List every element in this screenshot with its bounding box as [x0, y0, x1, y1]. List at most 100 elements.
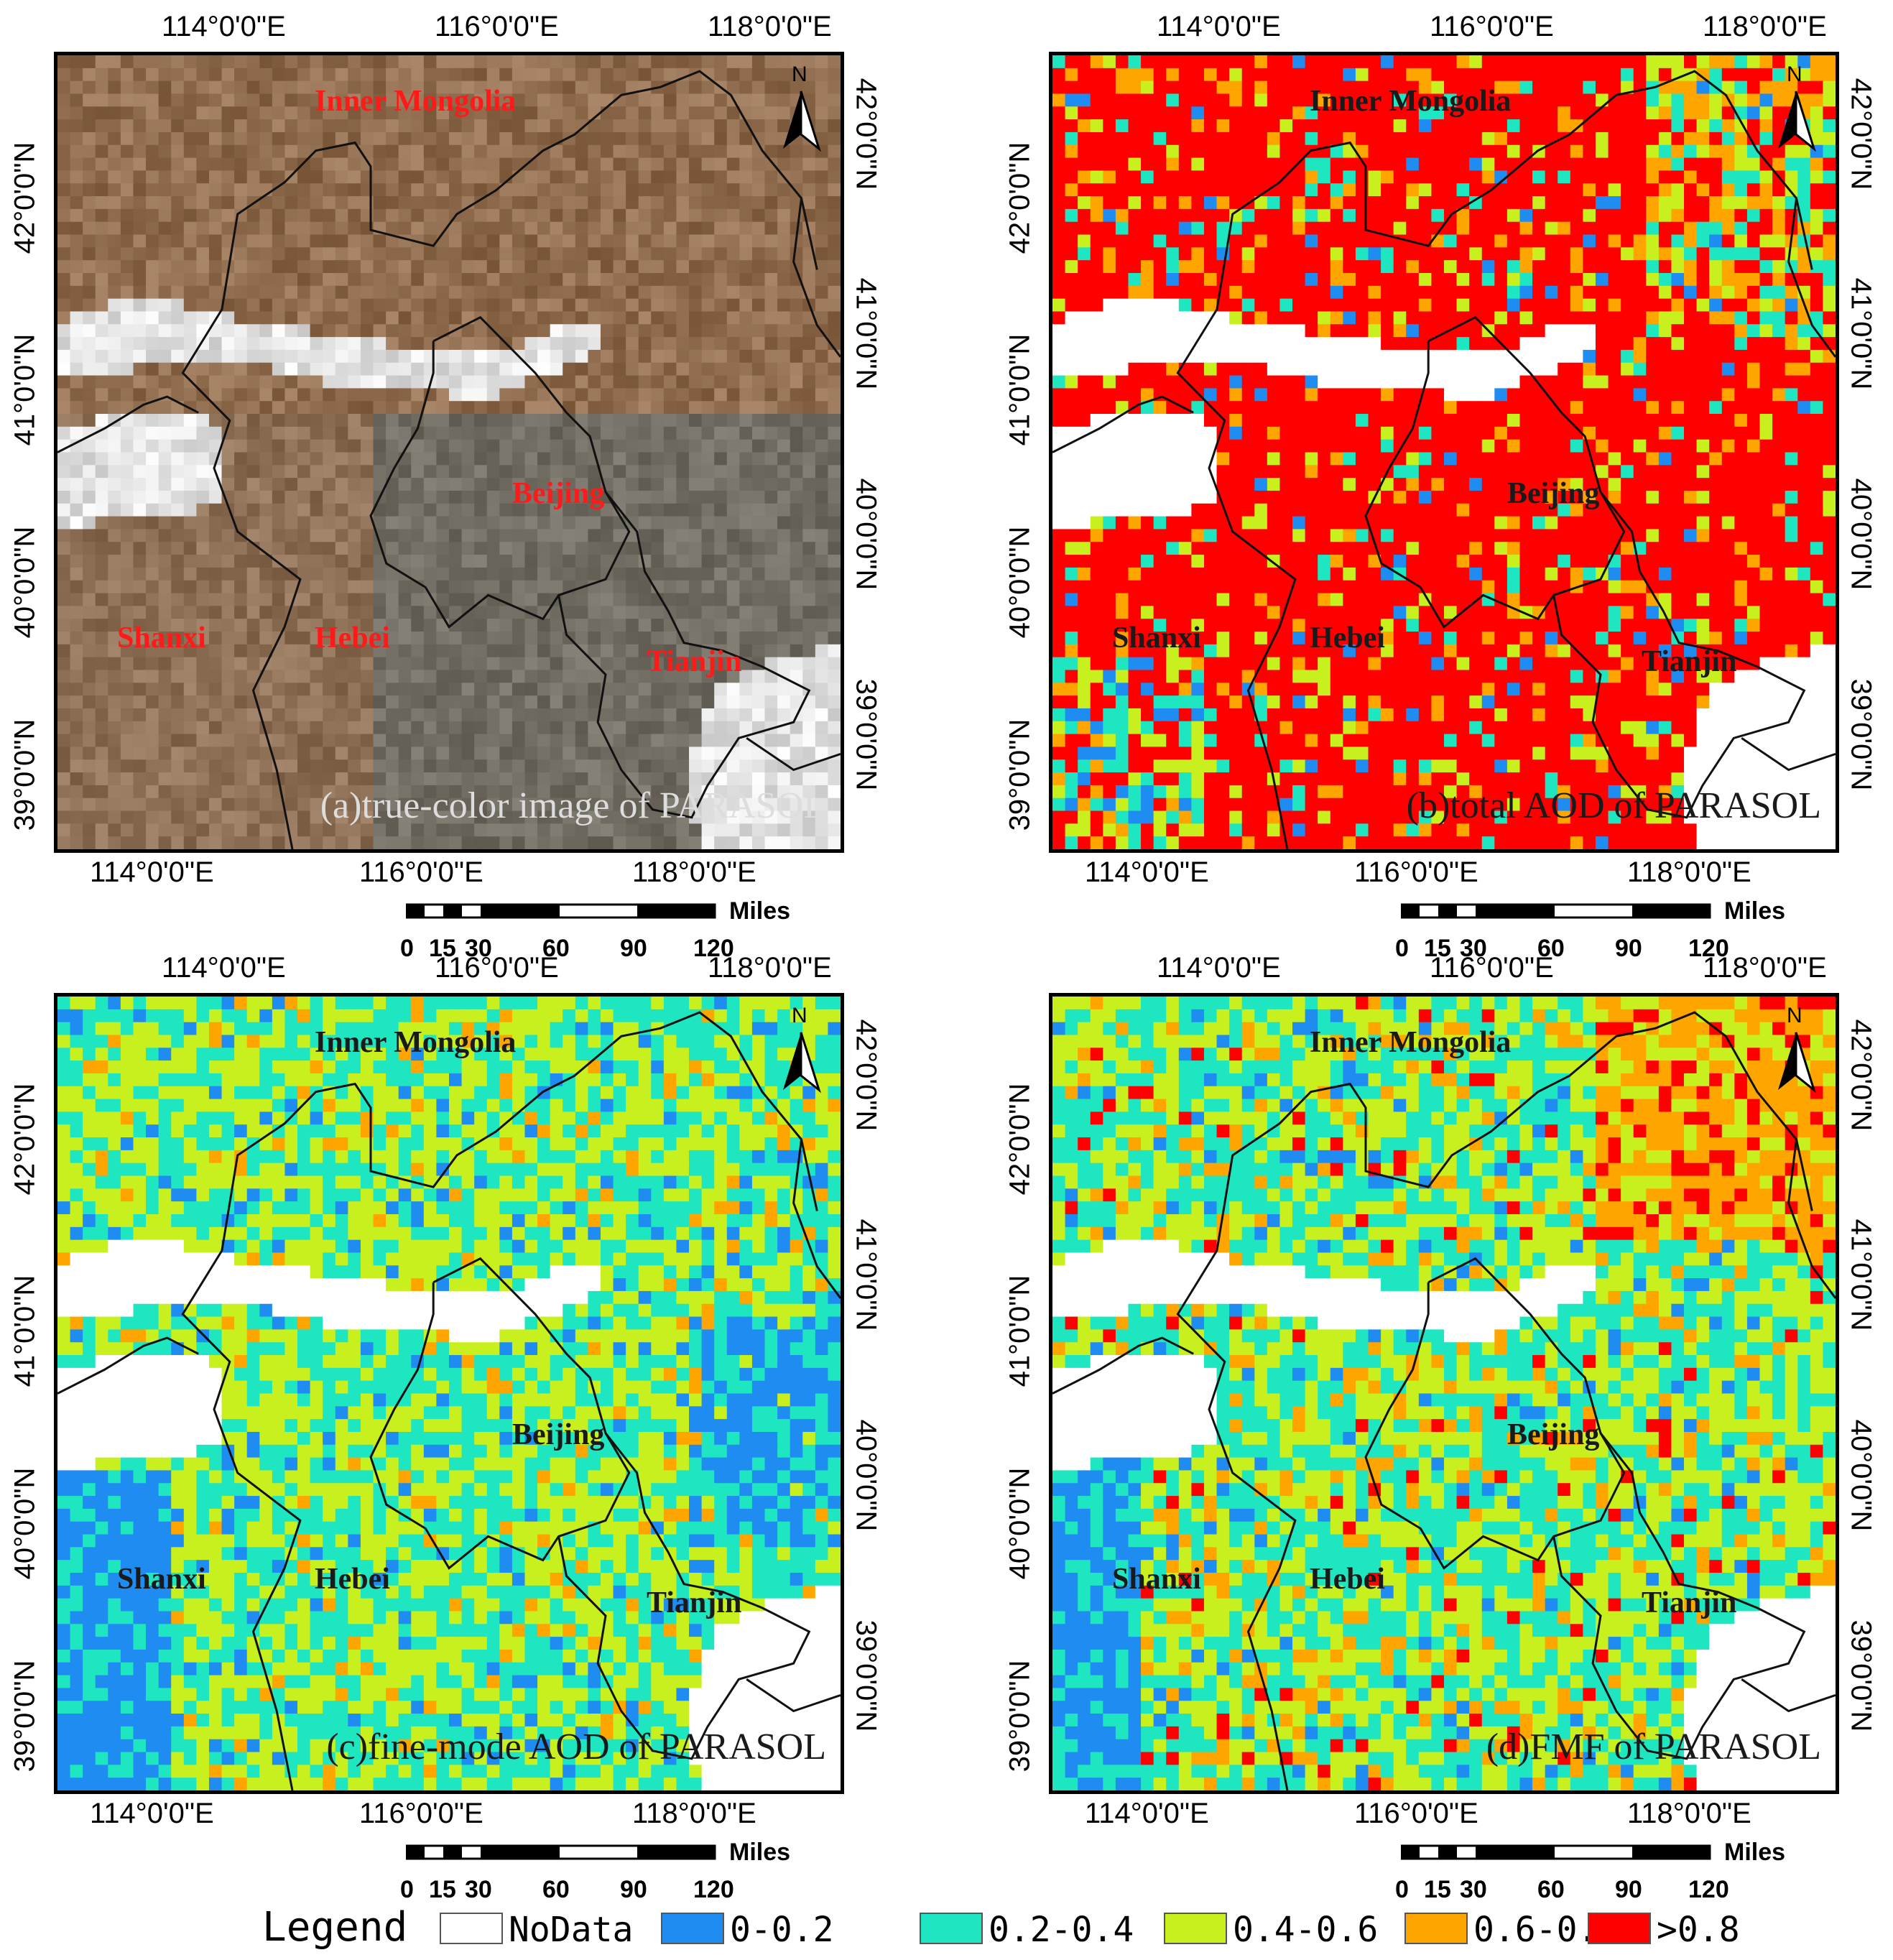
raster-cell [348, 657, 361, 671]
raster-cell [1532, 106, 1546, 120]
raster-cell [1292, 144, 1306, 159]
raster-cell [373, 119, 387, 133]
raster-cell [1621, 157, 1634, 171]
raster-cell [726, 503, 740, 517]
raster-cell [1153, 208, 1167, 223]
raster-cell [701, 337, 715, 351]
raster-cell [323, 285, 336, 300]
raster-cell [1823, 119, 1836, 133]
raster-cell [537, 670, 551, 683]
raster-cell [436, 555, 450, 568]
raster-cell [183, 759, 197, 773]
raster-cell [1115, 55, 1129, 69]
raster-cell [323, 478, 336, 491]
raster-cell [1595, 157, 1609, 171]
raster-cell [70, 80, 83, 95]
raster-cell [1330, 272, 1343, 287]
raster-cell [777, 759, 791, 773]
raster-cell [1583, 183, 1596, 197]
raster-cell [739, 746, 753, 760]
raster-cell [158, 349, 172, 364]
raster-cell [70, 285, 83, 300]
raster-cell [411, 337, 425, 351]
raster-cell [1393, 247, 1407, 261]
raster-cell [828, 426, 841, 440]
raster-cell [499, 567, 513, 581]
raster-cell [171, 529, 185, 542]
raster-cell [588, 401, 601, 415]
raster-cell [1431, 80, 1445, 95]
raster-cell [651, 388, 665, 402]
raster-cell [120, 221, 134, 236]
raster-cell [499, 555, 513, 568]
raster-cell [600, 68, 614, 82]
raster-cell [1696, 144, 1710, 159]
raster-cell [272, 208, 286, 223]
raster-cell [1368, 144, 1381, 159]
raster-cell [57, 810, 71, 824]
raster-cell [701, 567, 715, 581]
raster-cell [1406, 247, 1420, 261]
raster-cell [1519, 68, 1533, 82]
raster-cell [764, 734, 778, 748]
raster-cell [171, 465, 185, 479]
raster-cell [183, 465, 197, 479]
raster-cell [550, 388, 563, 402]
raster-cell [1532, 221, 1546, 236]
raster-cell [626, 68, 639, 82]
raster-cell [689, 683, 703, 696]
raster-cell [449, 746, 463, 760]
raster-cell [701, 478, 715, 491]
raster-cell [1810, 157, 1824, 171]
raster-cell [423, 68, 438, 82]
raster-cell [815, 580, 829, 594]
raster-cell [1772, 68, 1786, 82]
raster-cell [335, 68, 348, 82]
raster-cell [398, 772, 412, 786]
raster-cell [70, 644, 83, 658]
raster-cell [449, 260, 463, 274]
raster-cell [1393, 144, 1407, 159]
raster-cell [1229, 93, 1243, 107]
raster-cell [626, 247, 639, 261]
raster-cell [726, 478, 740, 491]
raster-cell [1469, 272, 1483, 287]
raster-cell [739, 349, 753, 364]
raster-cell [1506, 221, 1521, 236]
raster-cell [133, 555, 147, 568]
raster-cell [638, 285, 652, 300]
raster-cell [663, 247, 677, 261]
raster-cell [208, 119, 223, 133]
raster-cell [373, 337, 387, 351]
raster-cell [1759, 260, 1773, 274]
raster-cell [486, 632, 500, 645]
raster-cell [689, 144, 703, 159]
raster-cell [1558, 247, 1571, 261]
raster-cell [701, 798, 715, 812]
raster-cell [1823, 144, 1836, 159]
raster-cell [83, 401, 96, 415]
raster-cell [272, 503, 286, 517]
raster-cell [1785, 80, 1798, 95]
raster-cell [1065, 93, 1078, 107]
raster-cell [751, 349, 766, 364]
raster-cell [297, 734, 311, 748]
raster-cell [1305, 157, 1318, 171]
raster-cell [208, 836, 223, 849]
raster-cell [802, 836, 816, 849]
raster-cell [284, 324, 298, 338]
raster-cell [1343, 208, 1356, 223]
raster-cell [259, 810, 273, 824]
raster-cell [1254, 260, 1268, 274]
raster-cell [272, 708, 286, 722]
raster-cell [1684, 183, 1698, 197]
raster-cell [284, 388, 298, 402]
raster-cell [196, 144, 210, 159]
raster-cell [512, 285, 526, 300]
raster-cell [398, 478, 412, 491]
raster-cell [1330, 144, 1343, 159]
raster-cell [208, 708, 223, 722]
raster-cell [1203, 247, 1218, 261]
raster-cell [1558, 55, 1571, 69]
raster-cell [714, 503, 728, 517]
